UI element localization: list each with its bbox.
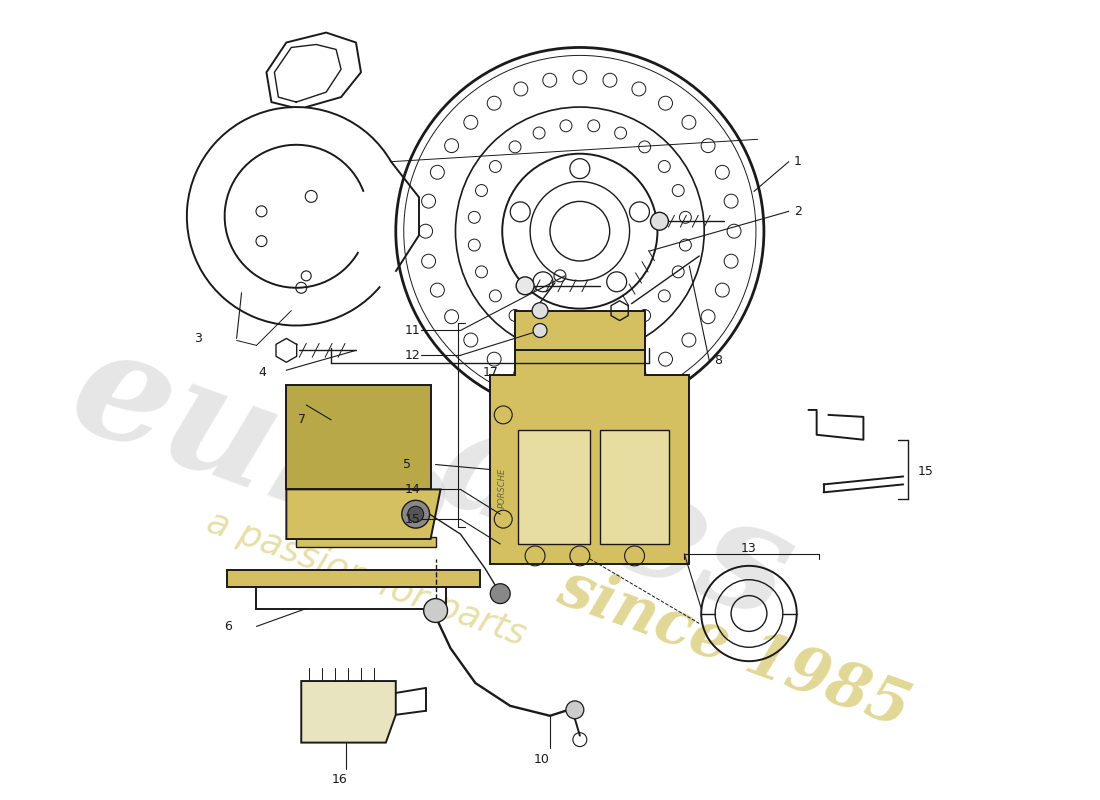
Text: PORSCHE: PORSCHE: [497, 467, 507, 507]
Text: 11: 11: [405, 324, 420, 337]
Text: 16: 16: [331, 773, 346, 786]
Text: 8: 8: [714, 354, 723, 366]
Text: a passion for parts: a passion for parts: [201, 505, 530, 652]
Circle shape: [424, 598, 448, 622]
Text: 14: 14: [405, 483, 420, 496]
Polygon shape: [286, 385, 430, 490]
Polygon shape: [286, 490, 441, 539]
Text: euro: euro: [53, 313, 471, 586]
Polygon shape: [491, 350, 690, 564]
Text: 5: 5: [403, 458, 410, 471]
Text: 17: 17: [483, 366, 498, 378]
Text: 10: 10: [535, 753, 550, 766]
Text: 3: 3: [194, 332, 201, 345]
Text: 12: 12: [405, 349, 420, 362]
Polygon shape: [518, 430, 590, 544]
Circle shape: [650, 212, 669, 230]
Polygon shape: [301, 681, 396, 742]
Circle shape: [408, 506, 424, 522]
Polygon shape: [600, 430, 670, 544]
Text: 1: 1: [794, 155, 802, 168]
Circle shape: [402, 500, 430, 528]
Text: 13: 13: [741, 542, 757, 555]
Circle shape: [491, 584, 510, 603]
Text: ares: ares: [420, 387, 813, 651]
Text: 15: 15: [918, 465, 934, 478]
Circle shape: [532, 302, 548, 318]
Circle shape: [534, 323, 547, 338]
Circle shape: [565, 701, 584, 718]
Text: 7: 7: [298, 414, 306, 426]
Text: 6: 6: [223, 620, 232, 633]
Polygon shape: [515, 310, 645, 350]
Circle shape: [516, 277, 535, 294]
Text: since 1985: since 1985: [550, 557, 917, 740]
Text: 2: 2: [794, 205, 802, 218]
Polygon shape: [227, 570, 481, 586]
Polygon shape: [296, 537, 436, 547]
Text: 15: 15: [405, 513, 420, 526]
Text: 4: 4: [258, 366, 266, 378]
